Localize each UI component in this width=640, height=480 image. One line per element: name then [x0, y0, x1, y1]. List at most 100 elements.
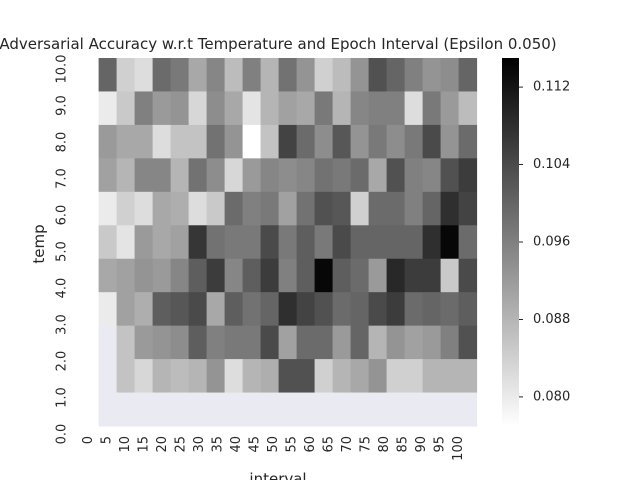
x-tick-label: 55: [285, 436, 300, 453]
heatmap-cell: [404, 225, 424, 260]
heatmap-cell: [404, 91, 424, 126]
heatmap-cell: [116, 258, 136, 293]
heatmap-cell: [314, 124, 334, 159]
heatmap-cell: [170, 359, 190, 394]
heatmap-cell: [260, 191, 280, 226]
heatmap-cell: [224, 258, 244, 293]
heatmap-cell: [134, 124, 154, 159]
heatmap-cell: [152, 292, 172, 327]
heatmap-cell: [314, 191, 334, 226]
heatmap-cell: [314, 325, 334, 360]
heatmap-cell: [458, 158, 478, 193]
x-tick-label: 0: [81, 436, 96, 444]
heatmap-cell: [206, 225, 226, 260]
heatmap-cell: [224, 158, 244, 193]
heatmap-cell: [278, 191, 298, 226]
heatmap-cell: [260, 225, 280, 260]
heatmap-cell: [278, 158, 298, 193]
heatmap-cell: [188, 325, 208, 360]
heatmap-cell: [152, 225, 172, 260]
heatmap-cell: [404, 258, 424, 293]
heatmap-cell: [170, 191, 190, 226]
heatmap-cell: [368, 58, 388, 92]
heatmap-cell: [422, 258, 442, 293]
heatmap-cell-missing: [80, 124, 100, 159]
heatmap-cell: [404, 359, 424, 394]
heatmap-cell-missing: [98, 359, 118, 394]
x-tick-label: 90: [414, 436, 429, 453]
heatmap-cell: [368, 359, 388, 394]
heatmap-cell: [278, 258, 298, 293]
heatmap-cell: [152, 359, 172, 394]
heatmap-cell: [98, 191, 118, 226]
y-tick-label: 5.0: [55, 241, 70, 262]
heatmap-cell: [134, 158, 154, 193]
heatmap-cell: [98, 91, 118, 126]
x-tick-label: 65: [322, 436, 337, 453]
y-tick-label: 1.0: [55, 387, 70, 408]
heatmap-cell: [206, 325, 226, 360]
heatmap-cell: [440, 158, 460, 193]
heatmap-cell: [350, 191, 370, 226]
y-axis-label: temp: [30, 224, 48, 263]
heatmap-cell: [134, 58, 154, 92]
heatmap-cell: [332, 191, 352, 226]
x-tick-label: 100: [451, 436, 466, 461]
heatmap-cell: [260, 258, 280, 293]
heatmap-cell: [386, 225, 406, 260]
heatmap-cell: [296, 258, 316, 293]
x-tick-label: 95: [433, 436, 448, 453]
heatmap-cell: [98, 158, 118, 193]
heatmap-cell: [188, 158, 208, 193]
heatmap-cell: [260, 91, 280, 126]
heatmap-cell: [296, 58, 316, 92]
heatmap-cell: [386, 292, 406, 327]
heatmap-cell-missing: [80, 325, 100, 360]
heatmap-cell: [386, 91, 406, 126]
heatmap-cell: [224, 124, 244, 159]
heatmap-cell: [368, 191, 388, 226]
heatmap-cell: [134, 191, 154, 226]
heatmap-cell: [458, 91, 478, 126]
heatmap-cell: [134, 91, 154, 126]
heatmap-cell: [224, 325, 244, 360]
heatmap-cell: [188, 292, 208, 327]
heatmap-cell: [152, 124, 172, 159]
heatmap-cell: [206, 91, 226, 126]
heatmap-cell: [422, 124, 442, 159]
heatmap-cell: [458, 191, 478, 226]
heatmap-cell: [422, 359, 442, 394]
heatmap-cell: [314, 158, 334, 193]
heatmap-cell-missing: [206, 392, 226, 427]
heatmap-cell: [116, 359, 136, 394]
x-tick-label: 15: [137, 436, 152, 453]
heatmap-cell: [332, 292, 352, 327]
heatmap-cell: [98, 292, 118, 327]
heatmap-cell: [278, 225, 298, 260]
heatmap-cell: [170, 158, 190, 193]
heatmap-cell: [206, 124, 226, 159]
heatmap-cell: [170, 91, 190, 126]
heatmap-cell-missing: [368, 392, 388, 427]
y-tick-label: 4.0: [55, 278, 70, 299]
heatmap-cell: [332, 225, 352, 260]
y-tick-label: 3.0: [55, 314, 70, 335]
heatmap-cell: [296, 124, 316, 159]
heatmap-cell: [440, 225, 460, 260]
heatmap-cell: [116, 325, 136, 360]
heatmap-cell-missing: [80, 225, 100, 260]
heatmap-cell-missing: [440, 392, 460, 427]
heatmap-cell: [332, 359, 352, 394]
heatmap-cell: [206, 292, 226, 327]
heatmap-cell: [386, 258, 406, 293]
heatmap-cell: [368, 91, 388, 126]
heatmap-cell: [296, 225, 316, 260]
heatmap-cell: [278, 91, 298, 126]
heatmap-cell: [332, 158, 352, 193]
heatmap-cell: [260, 58, 280, 92]
colorbar-tick-label: 0.080: [533, 389, 570, 404]
heatmap-cell: [368, 124, 388, 159]
colorbar-ticks: 0.080 0.088 0.096 0.104 0.112: [519, 80, 570, 404]
heatmap-cell: [350, 258, 370, 293]
